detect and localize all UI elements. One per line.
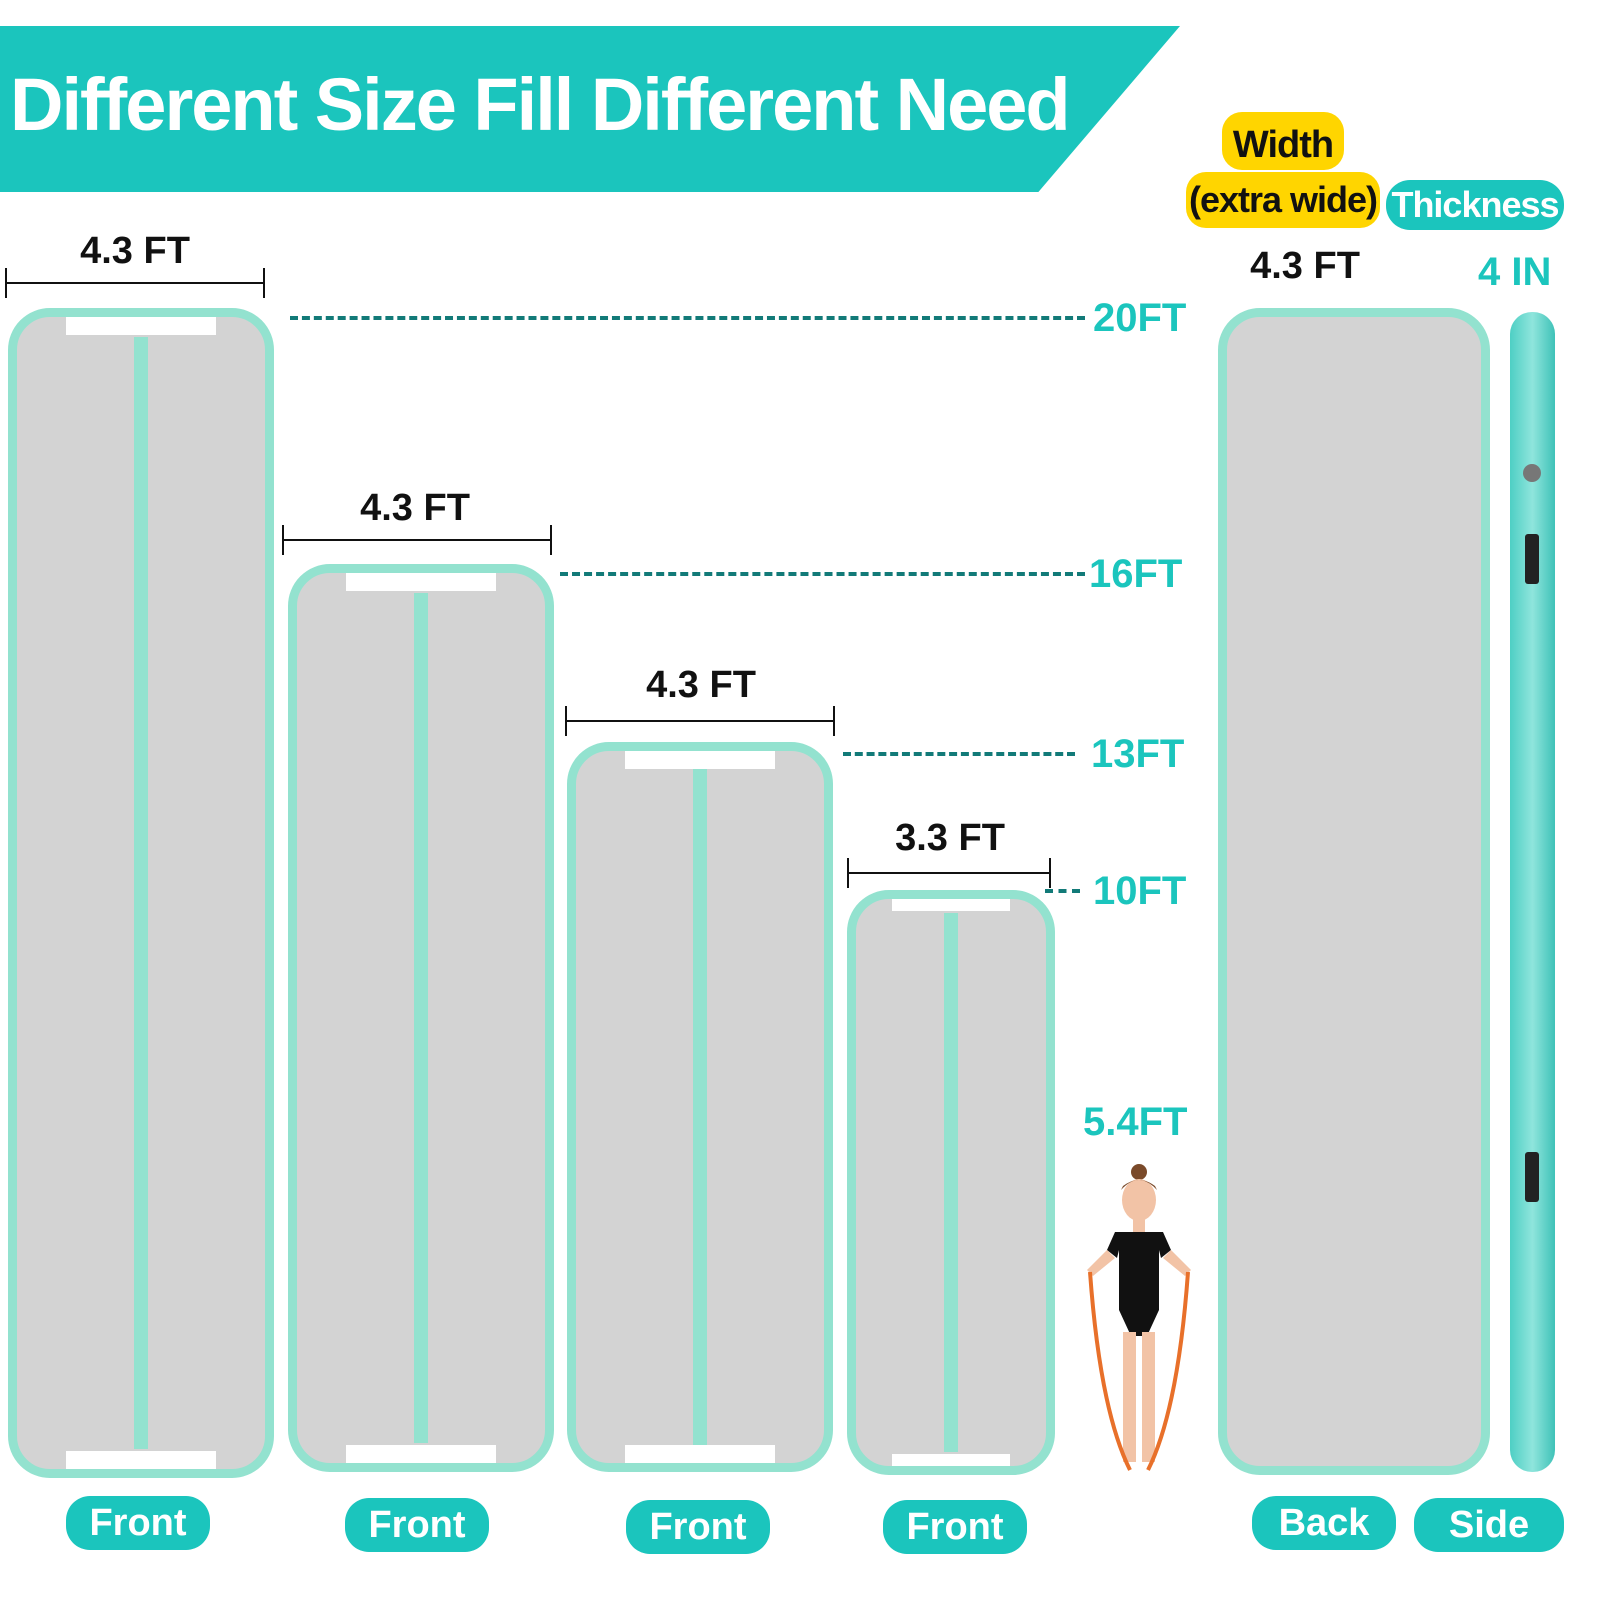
mat-13ft [567, 742, 833, 1472]
length-line [843, 752, 1075, 756]
thickness-tag: Thickness [1386, 180, 1564, 230]
width-tag: Width [1222, 112, 1344, 170]
title-banner [0, 26, 1180, 192]
back-label: Back [1252, 1496, 1396, 1550]
length-line [560, 572, 1085, 576]
mat-back-view [1218, 308, 1490, 1475]
handle-icon [1525, 534, 1539, 584]
mat-side-view [1510, 312, 1555, 1472]
girl-illustration [1087, 1164, 1191, 1471]
mat-width-label: 4.3 FT [360, 487, 470, 529]
length-label: 13FT [1091, 732, 1185, 776]
length-label: 20FT [1093, 296, 1187, 340]
mat-width-label: 4.3 FT [646, 664, 756, 706]
mat-width-label: 3.3 FT [895, 817, 1005, 859]
view-label: Front [66, 1496, 210, 1550]
view-label: Front [626, 1500, 770, 1554]
mat-width-label: 4.3 FT [80, 230, 190, 272]
width-bar [847, 858, 1051, 888]
handle-icon [1525, 1152, 1539, 1202]
mat-10ft [847, 890, 1055, 1475]
page-title: Different Size Fill Different Need [10, 63, 1071, 146]
length-label: 16FT [1089, 552, 1183, 596]
back-width-label: 4.3 FT [1250, 245, 1360, 287]
length-line [1045, 889, 1080, 893]
side-label: Side [1414, 1498, 1564, 1552]
view-label: Front [345, 1498, 489, 1552]
width-bar [565, 706, 835, 736]
mat-16ft [288, 564, 554, 1472]
width-bar [282, 525, 552, 555]
length-line [290, 316, 1085, 320]
length-label: 10FT [1093, 869, 1187, 913]
width-bar [5, 268, 265, 298]
mat-20ft [8, 308, 274, 1478]
width-subtag: (extra wide) [1186, 172, 1380, 228]
thickness-value: 4 IN [1478, 250, 1552, 294]
view-label: Front [883, 1500, 1027, 1554]
person-height-label: 5.4FT [1083, 1100, 1188, 1144]
